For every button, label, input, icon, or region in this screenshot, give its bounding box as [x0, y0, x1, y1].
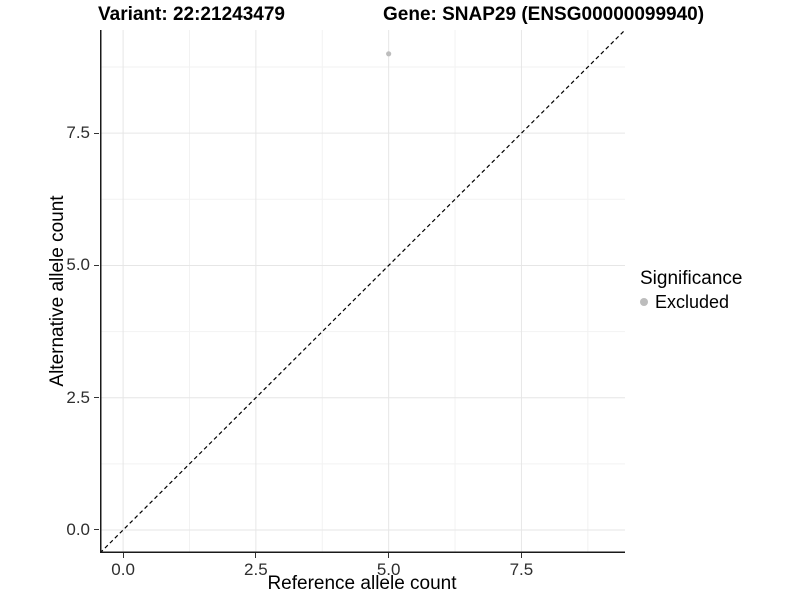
y-tick-label: 2.5 — [66, 387, 90, 407]
plot-canvas — [100, 30, 625, 553]
legend-title: Significance — [640, 268, 743, 289]
x-axis-title: Reference allele count — [267, 573, 457, 594]
x-tick-label: 2.5 — [244, 560, 268, 579]
legend-entry-excluded: Excluded — [640, 291, 742, 313]
plot-title-gene: Gene: SNAP29 (ENSG00000099940) — [383, 4, 705, 25]
x-tick-mark — [388, 553, 390, 558]
x-tick-label: 7.5 — [509, 560, 534, 579]
y-tick-label: 0.0 — [66, 519, 90, 539]
identity-line — [100, 30, 625, 553]
x-tick-label: 5.0 — [376, 560, 401, 579]
legend: Significance Excluded — [640, 267, 742, 313]
x-tick-label: 0.0 — [111, 560, 135, 579]
x-tick-mark — [520, 553, 522, 558]
plot-panel — [100, 30, 625, 553]
y-tick-label: 5.0 — [66, 255, 90, 275]
plot-title-variant: Variant: 22:21243479 — [98, 4, 285, 25]
legend-entry-label: Excluded — [655, 292, 730, 312]
y-axis-title: Alternative allele count — [47, 195, 68, 387]
y-tick-mark — [94, 132, 99, 134]
excluded-point-icon — [640, 298, 648, 306]
y-tick-mark — [94, 529, 99, 531]
x-tick-mark — [122, 553, 124, 558]
x-tick-mark — [255, 553, 257, 558]
y-tick-label: 7.5 — [66, 123, 90, 143]
data-point — [386, 51, 392, 57]
y-tick-mark — [94, 397, 99, 399]
y-tick-mark — [94, 264, 99, 266]
